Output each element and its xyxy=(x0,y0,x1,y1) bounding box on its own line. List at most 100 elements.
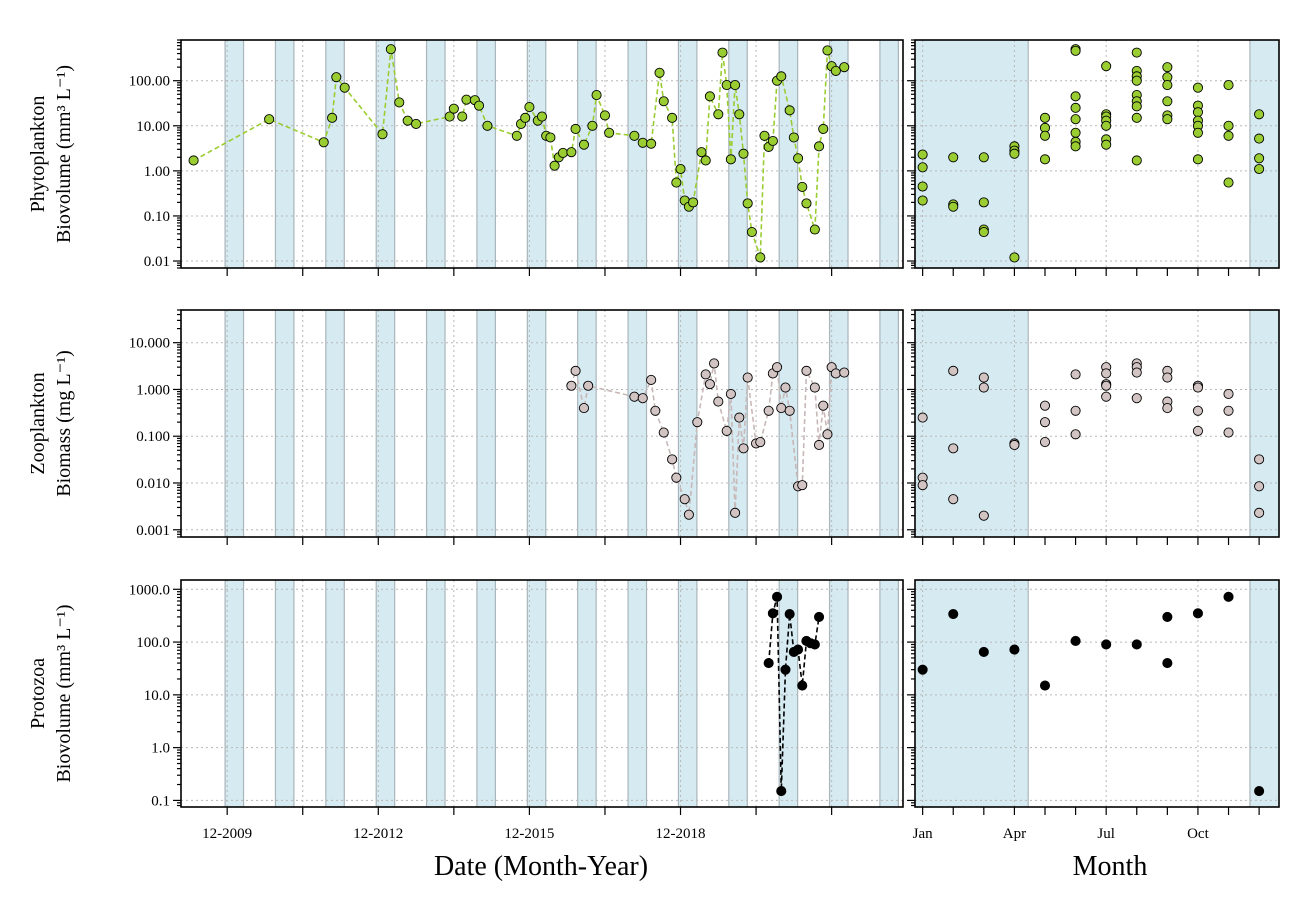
phyto-data-point xyxy=(566,147,577,158)
phyto-seasonal-point xyxy=(1254,133,1265,144)
zoo-seasonal-point xyxy=(1101,368,1112,379)
phyto-data-point xyxy=(591,90,602,101)
phyto-seasonal-point xyxy=(1039,130,1051,141)
zoo-data-point xyxy=(667,454,678,465)
winter-shade-band xyxy=(779,310,798,537)
phyto-data-point xyxy=(767,135,778,147)
plot-frame xyxy=(180,309,904,538)
phyto-data-point xyxy=(721,80,732,91)
phyto-data-point xyxy=(524,102,535,113)
phyto-seasonal-point xyxy=(917,149,928,160)
phyto-seasonal-point xyxy=(1192,107,1203,118)
phyto-data-point xyxy=(675,163,686,175)
zoo-seasonal-point xyxy=(1254,481,1265,492)
phyto-data-point xyxy=(377,129,388,140)
proto-seasonal-point xyxy=(1070,635,1081,647)
phyto-seasonal-point xyxy=(1131,155,1142,166)
phyto-data-point xyxy=(746,226,757,238)
zoo-seasonal-panel xyxy=(914,309,1280,545)
phyto-seasonal-point xyxy=(1131,112,1142,123)
month-tick-label: Oct xyxy=(1187,826,1209,842)
zoo-data-point xyxy=(721,425,732,436)
phyto-data-point xyxy=(700,155,711,166)
phyto-data-point xyxy=(704,91,715,102)
phyto-time-series-panel: 0.01 0.10 1.00 10.00 100.00 Phytoplankton Biov… xyxy=(27,39,915,276)
winter-shade-band xyxy=(476,40,496,268)
phyto-data-point xyxy=(461,94,472,105)
phyto-seasonal-point xyxy=(1162,62,1173,73)
phyto-data-point xyxy=(604,127,615,138)
winter-shade-band xyxy=(577,580,597,807)
date-axis-title: Date (Month-Year) xyxy=(434,851,648,882)
zoo-data-point xyxy=(780,382,791,393)
winter-shade-band xyxy=(527,580,546,807)
phyto-seasonal-point xyxy=(1070,102,1081,113)
y-tick-label: 0.001 xyxy=(136,523,170,539)
zoo-data-point xyxy=(797,480,808,491)
phyto-seasonal-point xyxy=(1192,154,1203,165)
winter-shade-band xyxy=(728,580,748,807)
zoo-data-point xyxy=(650,405,661,416)
phyto-data-point xyxy=(599,110,611,121)
winter-shade-band xyxy=(1249,40,1279,268)
winter-shade-band xyxy=(829,40,849,268)
phyto-data-point xyxy=(536,111,548,122)
zoo-data-point xyxy=(772,362,783,373)
phyto-data-point xyxy=(654,67,665,78)
phyto-data-point xyxy=(629,130,640,141)
zoo-ylabel-line2: Biomass (mg L⁻¹) xyxy=(53,350,75,497)
phyto-seasonal-point xyxy=(1070,45,1081,56)
phyto-seasonal-point xyxy=(948,201,959,212)
phyto-data-point xyxy=(570,123,581,135)
winter-shade-band xyxy=(628,310,647,537)
proto-seasonal-point xyxy=(1039,680,1051,691)
phyto-data-point xyxy=(327,112,338,123)
phyto-data-point xyxy=(188,155,199,166)
winter-shade-band xyxy=(1249,580,1279,807)
phyto-seasonal-point xyxy=(1254,163,1265,175)
phyto-data-point xyxy=(587,120,598,131)
zoo-seasonal-point xyxy=(1223,427,1234,438)
winter-shade-band xyxy=(915,580,1029,807)
zoo-data-point xyxy=(713,396,724,407)
phyto-panel-group: 0.01 0.10 1.00 10.00 100.00 Phytoplankton Biov… xyxy=(27,39,1280,276)
zoo-seasonal-point xyxy=(1070,369,1081,380)
phyto-seasonal-point xyxy=(1131,75,1142,86)
zoo-panel-group: 0.001 0.010 0.100 1.000 10.000 Zooplankton Bio… xyxy=(27,309,1280,545)
y-tick-label: 1.000 xyxy=(136,382,170,398)
zoo-data-point xyxy=(566,380,577,391)
zoo-data-point xyxy=(818,400,829,411)
phyto-seasonal-point xyxy=(1162,96,1173,107)
phyto-data-point xyxy=(444,111,455,122)
phyto-seasonal-point xyxy=(948,152,959,163)
phyto-seasonal-point xyxy=(1254,109,1265,120)
date-tick-label: 12-2009 xyxy=(202,826,252,842)
winter-shade-band xyxy=(225,310,244,537)
winter-shade-band xyxy=(915,310,1029,537)
y-tick-label: 10.00 xyxy=(136,119,170,135)
proto-seasonal-point xyxy=(1131,639,1142,650)
y-tick-label: 0.010 xyxy=(136,476,170,492)
zoo-seasonal-point xyxy=(1192,382,1203,393)
phyto-seasonal-point xyxy=(917,195,928,206)
y-tick-label: 0.100 xyxy=(136,429,170,445)
winter-shade-band xyxy=(275,40,294,268)
phyto-seasonal-point xyxy=(1101,139,1112,150)
zoo-seasonal-point xyxy=(1009,439,1020,451)
winter-shade-band xyxy=(325,580,345,807)
zoo-data-point xyxy=(830,368,841,379)
phyto-data-point xyxy=(394,97,405,108)
proto-time-series-panel: 0.1 1.0 10.0 100.0 1000.0 Protozoa Biovolume (… xyxy=(27,579,915,815)
zoo-seasonal-point xyxy=(1162,403,1173,414)
zoo-data-point xyxy=(578,403,590,414)
phyto-ylabel-line1: Phytoplankton xyxy=(27,96,49,213)
proto-seasonal-point xyxy=(917,664,928,675)
phyto-data-point xyxy=(759,130,770,141)
winter-shade-band xyxy=(476,580,496,807)
phyto-data-point xyxy=(545,132,556,143)
zoo-data-point xyxy=(637,393,648,404)
winter-shade-band xyxy=(426,580,446,807)
winter-shade-band xyxy=(527,310,546,537)
zoo-seasonal-point xyxy=(1101,380,1112,391)
